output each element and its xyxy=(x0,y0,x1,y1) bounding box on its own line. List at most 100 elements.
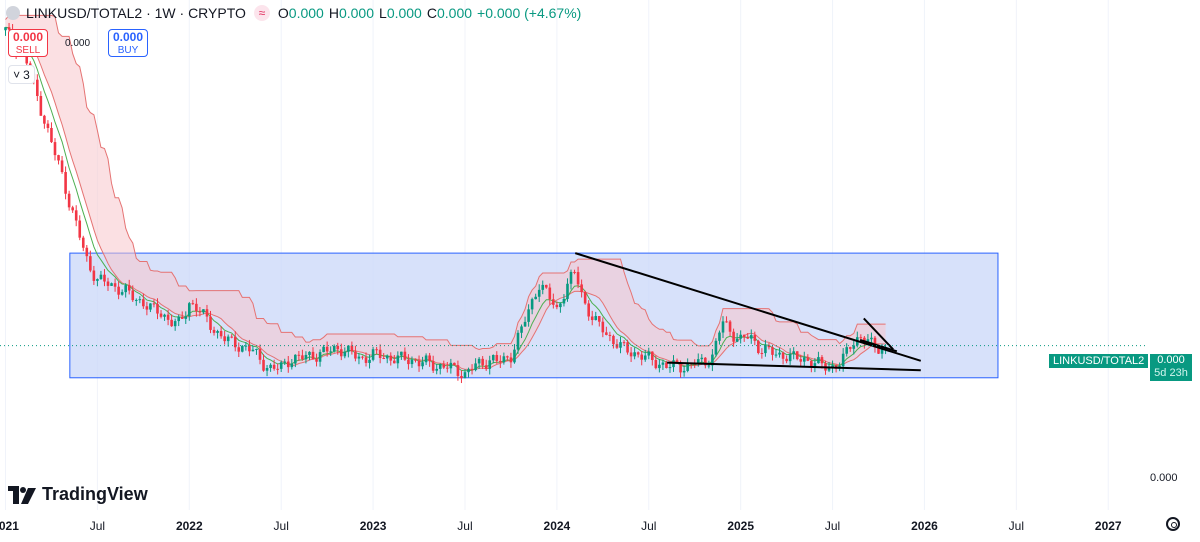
candle-body xyxy=(640,354,644,360)
candle-body xyxy=(537,289,541,297)
candle-body xyxy=(368,359,371,363)
candle-body xyxy=(152,303,156,305)
candle-body xyxy=(774,354,778,356)
candle-body xyxy=(449,362,453,369)
chevron-down-icon: ˅ xyxy=(13,67,21,82)
candle-body xyxy=(534,296,537,300)
candle-body xyxy=(633,352,636,357)
trendline xyxy=(574,252,922,362)
candle-body xyxy=(788,353,792,362)
candle-body xyxy=(350,345,354,352)
indicator-count: 3 xyxy=(23,67,30,82)
candle-body xyxy=(453,362,456,366)
candle-body xyxy=(813,363,817,368)
candle-body xyxy=(96,279,99,281)
candle-body xyxy=(470,369,474,371)
x-tick-label: Jul xyxy=(274,519,289,533)
candle-body xyxy=(728,321,732,332)
candle-body xyxy=(233,336,237,348)
candle-body xyxy=(626,342,629,353)
tradingview-logo[interactable]: TradingView xyxy=(8,484,148,505)
candle-body xyxy=(495,354,499,361)
candle-body xyxy=(127,285,131,291)
candle-body xyxy=(407,359,410,365)
candle-body xyxy=(43,115,46,124)
candle-body xyxy=(569,271,573,284)
open-value: 0.000 xyxy=(288,5,324,21)
tradingview-logo-icon xyxy=(8,485,36,504)
candle-body xyxy=(315,359,318,362)
candle-body xyxy=(665,362,668,369)
candle-body xyxy=(767,345,771,348)
symbol-icon[interactable] xyxy=(6,6,20,20)
sell-button[interactable]: 0.000 SELL xyxy=(8,29,48,57)
candle-body xyxy=(742,334,746,338)
chart-title[interactable]: LINKUSD/TOTAL2 · 1W · CRYPTO xyxy=(26,5,246,21)
candle-body xyxy=(39,95,43,116)
candle-body xyxy=(576,272,580,285)
close-value: 0.000 xyxy=(436,5,473,21)
symbol-price-label[interactable]: LINKUSD/TOTAL2 xyxy=(1049,354,1149,368)
candle-body xyxy=(594,316,598,321)
candle-body xyxy=(279,362,283,369)
candle-body xyxy=(530,299,534,310)
candle-body xyxy=(318,352,322,362)
candle-body xyxy=(795,351,799,360)
last-price-tag[interactable]: 0.000 5d 23h xyxy=(1150,354,1192,381)
x-tick-label: 2024 xyxy=(544,519,571,533)
candle-body xyxy=(806,357,810,361)
x-tick-label: 2022 xyxy=(176,519,203,533)
candle-body xyxy=(124,285,127,293)
candle-body xyxy=(714,340,718,355)
buy-button[interactable]: 0.000 BUY xyxy=(108,29,148,57)
candle-body xyxy=(336,345,340,350)
candle-body xyxy=(555,304,559,308)
candle-body xyxy=(294,354,297,364)
candle-body xyxy=(339,349,343,357)
indicators-toggle-button[interactable]: ˅ 3 xyxy=(8,65,35,84)
candle-body xyxy=(138,299,142,301)
candle-body xyxy=(643,355,647,360)
candle-body xyxy=(541,284,545,290)
candle-body xyxy=(4,27,7,31)
trendline xyxy=(859,339,898,353)
candle-body xyxy=(622,342,626,344)
candle-body xyxy=(516,332,520,350)
candle-body xyxy=(852,345,856,349)
sell-price: 0.000 xyxy=(12,30,44,44)
candle-body xyxy=(205,309,209,317)
candle-body xyxy=(159,313,163,317)
candle-body xyxy=(212,329,216,333)
candle-body xyxy=(463,372,467,379)
candle-body xyxy=(435,368,439,371)
candle-body xyxy=(612,335,615,345)
band-fill-area xyxy=(5,15,886,370)
candle-body xyxy=(566,283,569,299)
candle-body xyxy=(64,172,67,194)
candle-body xyxy=(785,358,788,362)
candle-body xyxy=(802,357,806,362)
candle-body xyxy=(414,359,417,361)
candle-body xyxy=(757,340,760,354)
candle-body xyxy=(778,352,781,355)
candle-body xyxy=(608,334,612,336)
candle-body xyxy=(57,155,60,161)
candle-body xyxy=(134,299,138,301)
candle-body xyxy=(364,357,368,363)
candle-body xyxy=(474,363,477,371)
candle-body xyxy=(89,256,92,271)
time-axis[interactable]: 2021 Jul 2022 Jul 2023 Jul 2024 Jul 2025 Jul 2026 J… xyxy=(0,519,1122,533)
candle-body xyxy=(711,354,714,366)
candle-body xyxy=(520,326,523,333)
candle-body xyxy=(283,361,287,363)
candle-body xyxy=(269,364,272,368)
candle-body xyxy=(343,351,347,357)
candle-body xyxy=(400,351,403,356)
approx-icon[interactable]: ≈ xyxy=(253,5,270,21)
high-label: H xyxy=(328,5,339,21)
gear-icon[interactable] xyxy=(1166,517,1180,531)
candle-body xyxy=(559,303,562,308)
candle-body xyxy=(590,316,594,321)
